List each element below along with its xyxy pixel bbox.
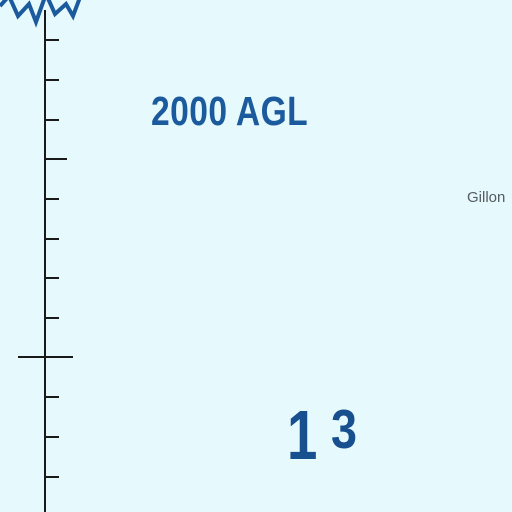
tick-scale-icon: [18, 39, 73, 478]
place-name-label[interactable]: Gillon: [467, 189, 506, 206]
zigzag-boundary-icon: [0, 0, 82, 28]
elevation-major-digit: 1: [287, 396, 318, 474]
altitude-label: 2000 AGL: [151, 88, 309, 134]
elevation-minor-digit: 3: [331, 398, 358, 460]
